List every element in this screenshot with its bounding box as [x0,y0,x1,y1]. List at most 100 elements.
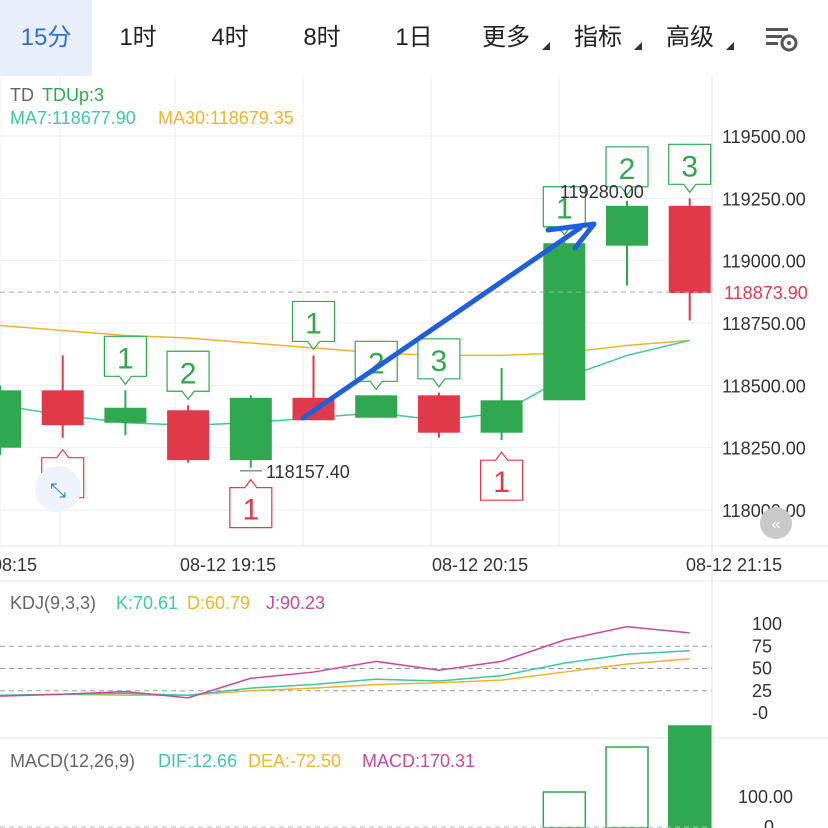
chart-area: 119500.00 119250.00 119000.00 118750.00 1185… [0,76,828,828]
tab-5[interactable]: 1日 [368,0,460,76]
candle-body [229,397,272,461]
dropdown-triangle-icon [726,42,734,50]
price-tick-label: 118750.00 [722,314,806,334]
tab-label: 1时 [119,24,157,51]
macd-legend-name: MACD(12,26,9) [10,751,135,771]
price-tick-label: 118250.00 [722,439,806,459]
kdj-k-line [0,649,690,696]
macd-dif-legend: DIF:12.66 [158,751,237,771]
td-marker-number: 2 [180,357,197,390]
td-marker-number: 3 [681,150,698,183]
kdj-k-legend: K:70.61 [116,593,178,613]
price-tick-label: 119500.00 [722,127,806,147]
tab-1[interactable]: 15分 [0,0,92,76]
price-tick-label: 119250.00 [722,189,806,209]
min-price-label: 118157.40 [266,462,350,482]
kdj-j-legend: J:90.23 [266,593,325,613]
td-marker-number: 1 [242,494,259,527]
kdj-tick-label: 100 [752,614,782,634]
price-tick-label: 119000.00 [722,252,806,272]
td-marker-box [480,451,524,501]
td-marker-box [417,338,461,388]
td-count-marker: 2 [605,146,649,196]
candle-body [41,390,84,426]
td-marker-box [605,146,649,196]
tab-label: 8时 [303,24,341,51]
trend-arrowhead [545,221,597,251]
td-legend-value: TDUp:3 [42,85,104,105]
dropdown-triangle-icon [634,42,642,50]
kdj-legend-name: KDJ(9,3,3) [10,593,96,613]
chart-settings-icon[interactable] [762,22,800,54]
macd-tick-label: 100.00 [738,787,793,807]
tab-label: 1日 [395,24,433,51]
candle-body [0,390,21,448]
candle-body [668,205,711,294]
td-marker-box [291,300,336,351]
dropdown-triangle-icon [542,42,550,50]
price-tick-label: 118500.00 [722,376,806,396]
ma30-line [0,324,690,357]
td-marker-number: 1 [117,342,134,375]
td-marker-box [166,350,210,401]
tab-7[interactable]: 指标 [552,0,644,76]
time-axis-label: 08-12 19:15 [180,555,276,575]
candle-body [104,407,147,423]
td-marker-box [229,478,273,529]
td-count-marker: 1 [103,335,147,386]
tab-label: 15分 [20,24,72,51]
td-count-marker: 3 [417,338,461,388]
td-count-marker: 1 [480,451,524,501]
candle-body [480,400,523,433]
td-marker-number: 1 [556,193,573,226]
td-marker-box [103,335,147,386]
scroll-button-bg [760,507,792,539]
tab-4[interactable]: 8时 [276,0,368,76]
kdj-d-line [0,657,690,696]
ma7-legend: MA7:118677.90 [10,108,136,128]
td-marker-number: 2 [619,153,636,186]
macd-dea-legend: DEA:-72.50 [248,751,341,771]
timeframe-tabs: 15分 1时 4时 8时 1日 更多 指标 高级 [0,0,828,76]
td-count-marker: 3 [668,143,712,194]
time-axis-label: 08-12 20:15 [432,555,528,575]
tab-label: 4时 [211,24,249,51]
kdj-tick-label: -0 [752,703,768,723]
macd-histogram-bar [605,746,649,828]
td-count-marker: 2 [166,350,210,401]
macd-histogram-bar [542,791,587,828]
time-axis-label: 08:15 [0,555,37,575]
tab-label: 更多 [482,24,530,51]
macd-histogram-bar [667,725,712,828]
tab-6[interactable]: 更多 [460,0,552,76]
expand-chart-button[interactable]: ⤡ [35,466,81,512]
candle-body [167,410,210,461]
td-marker-number: 3 [431,345,448,378]
expand-button-bg [35,466,81,512]
candle-body [355,395,398,418]
kdj-tick-label: 50 [752,659,772,679]
tab-label: 指标 [574,24,622,51]
max-price-label: 119280.00 [560,182,644,202]
td-count-marker: 1 [542,186,586,236]
td-legend-name: TD [10,85,34,105]
trend-arrow [300,225,583,421]
current-price-label: 118873.90 [724,283,808,303]
td-marker-number: 1 [305,307,322,340]
td-count-marker: 1 [291,300,336,351]
tab-label: 高级 [666,24,714,51]
td-marker-number: 1 [493,466,510,499]
tab-8[interactable]: 高级 [644,0,736,76]
tab-2[interactable]: 1时 [92,0,184,76]
scroll-right-button[interactable]: « [760,507,792,539]
time-axis-label: 08-12 21:15 [686,555,782,575]
candle-body [606,205,648,246]
ma30-legend: MA30:118679.35 [158,108,294,128]
macd-value-legend: MACD:170.31 [362,751,475,771]
chevrons-left-icon: « [772,516,781,533]
td-marker-box [542,186,586,236]
td-count-marker: 1 [229,478,273,529]
td-marker-box [668,143,712,194]
tab-3[interactable]: 4时 [184,0,276,76]
ma7-line [0,339,690,426]
